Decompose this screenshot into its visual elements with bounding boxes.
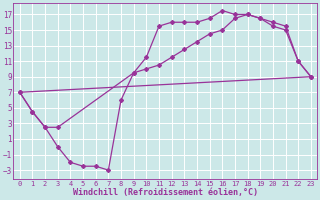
X-axis label: Windchill (Refroidissement éolien,°C): Windchill (Refroidissement éolien,°C) bbox=[73, 188, 258, 197]
